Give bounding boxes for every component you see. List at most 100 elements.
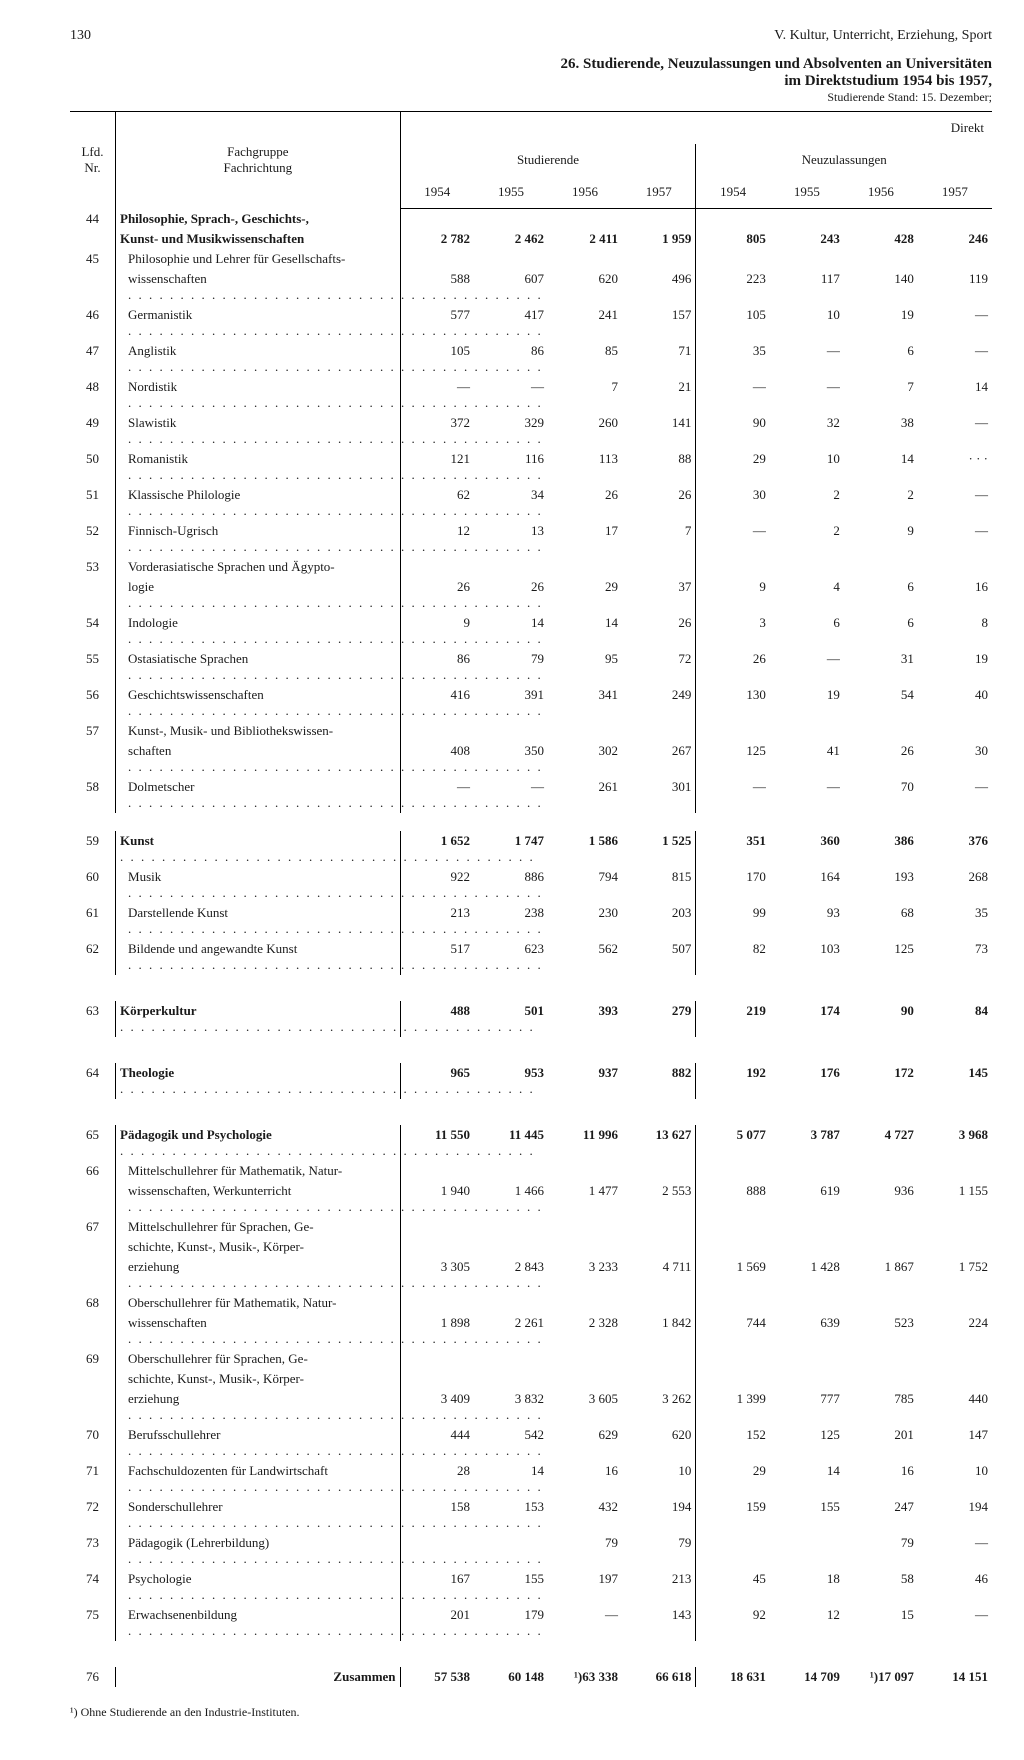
cell: 1 586: [548, 831, 622, 867]
cell: [918, 249, 992, 269]
cell: [696, 1293, 770, 1313]
row-number: 49: [70, 413, 116, 449]
cell: 125: [770, 1425, 844, 1461]
cell: 16: [918, 577, 992, 613]
year-header: 1956: [844, 176, 918, 209]
cell: 2: [770, 485, 844, 521]
cell: [400, 1293, 474, 1313]
row-label: Pädagogik (Lehrerbildung): [116, 1533, 401, 1569]
cell: —: [918, 1605, 992, 1641]
cell: 35: [918, 903, 992, 939]
cell: 10: [918, 1461, 992, 1497]
cell: [770, 1533, 844, 1569]
cell: 73: [918, 939, 992, 975]
cell: —: [918, 1533, 992, 1569]
cell: 223: [696, 269, 770, 305]
cell: 164: [770, 867, 844, 903]
row-label: Musik: [116, 867, 401, 903]
year-header: 1957: [918, 176, 992, 209]
cell: 26: [844, 741, 918, 777]
cell: 7: [622, 521, 696, 557]
row-number: 46: [70, 305, 116, 341]
cell: [918, 1349, 992, 1369]
row-number: 58: [70, 777, 116, 813]
row-number: [70, 1257, 116, 1293]
cell: 10: [770, 449, 844, 485]
cell: [622, 721, 696, 741]
cell: 936: [844, 1181, 918, 1217]
row-number: 64: [70, 1063, 116, 1099]
cell: 805: [696, 229, 770, 249]
cell: 14: [770, 1461, 844, 1497]
row-number: 48: [70, 377, 116, 413]
cell: [474, 1349, 548, 1369]
cell: 125: [696, 741, 770, 777]
cell: 99: [696, 903, 770, 939]
row-number: 45: [70, 249, 116, 269]
cell: 302: [548, 741, 622, 777]
cell: 16: [548, 1461, 622, 1497]
cell: [400, 1369, 474, 1389]
cell: 386: [844, 831, 918, 867]
cell: 629: [548, 1425, 622, 1461]
row-number: 47: [70, 341, 116, 377]
cell: ¹)63 338: [548, 1667, 622, 1687]
cell: [770, 1293, 844, 1313]
cell: [548, 1237, 622, 1257]
cell: [400, 209, 474, 229]
cell: —: [918, 305, 992, 341]
row-label: Romanistik: [116, 449, 401, 485]
cell: —: [548, 1605, 622, 1641]
row-label: Pädagogik und Psychologie: [116, 1125, 401, 1161]
cell: 6: [844, 341, 918, 377]
row-label: wissenschaften: [116, 1313, 401, 1349]
row-number: 76: [70, 1667, 116, 1687]
cell: 639: [770, 1313, 844, 1349]
cell: 201: [844, 1425, 918, 1461]
row-number: 57: [70, 721, 116, 741]
row-number: [70, 1389, 116, 1425]
cell: 58: [844, 1569, 918, 1605]
cell: 147: [918, 1425, 992, 1461]
cell: 2: [844, 485, 918, 521]
cell: 301: [622, 777, 696, 813]
cell: 172: [844, 1063, 918, 1099]
cell: 1 842: [622, 1313, 696, 1349]
row-number: 67: [70, 1217, 116, 1237]
cell: —: [696, 777, 770, 813]
cell: [548, 1293, 622, 1313]
cell: 45: [696, 1569, 770, 1605]
cell: 113: [548, 449, 622, 485]
row-label: Theologie: [116, 1063, 401, 1099]
cell: 507: [622, 939, 696, 975]
cell: [770, 1237, 844, 1257]
cell: [548, 1369, 622, 1389]
cell: 117: [770, 269, 844, 305]
cell: 170: [696, 867, 770, 903]
cell: 54: [844, 685, 918, 721]
cell: 14: [844, 449, 918, 485]
cell: [400, 721, 474, 741]
cell: 12: [770, 1605, 844, 1641]
cell: 143: [622, 1605, 696, 1641]
cell: 60 148: [474, 1667, 548, 1687]
cell: 261: [548, 777, 622, 813]
row-label: Mittelschullehrer für Sprachen, Ge-: [116, 1217, 401, 1237]
row-number: 54: [70, 613, 116, 649]
cell: 6: [844, 577, 918, 613]
title-line-1: 26. Studierende, Neuzulassungen und Abso…: [70, 56, 992, 73]
row-label: wissenschaften, Werkunterricht: [116, 1181, 401, 1217]
cell: 351: [696, 831, 770, 867]
corner-label: Direkt: [400, 112, 992, 145]
cell: 10: [770, 305, 844, 341]
cell: [770, 1217, 844, 1237]
cell: 26: [548, 485, 622, 521]
cell: 4 727: [844, 1125, 918, 1161]
cell: —: [918, 521, 992, 557]
cell: 3: [696, 613, 770, 649]
row-label: Philosophie, Sprach-, Geschichts-,: [116, 209, 401, 229]
cell: [918, 1369, 992, 1389]
cell: —: [918, 485, 992, 521]
cell: [548, 557, 622, 577]
row-label: Sonderschullehrer: [116, 1497, 401, 1533]
